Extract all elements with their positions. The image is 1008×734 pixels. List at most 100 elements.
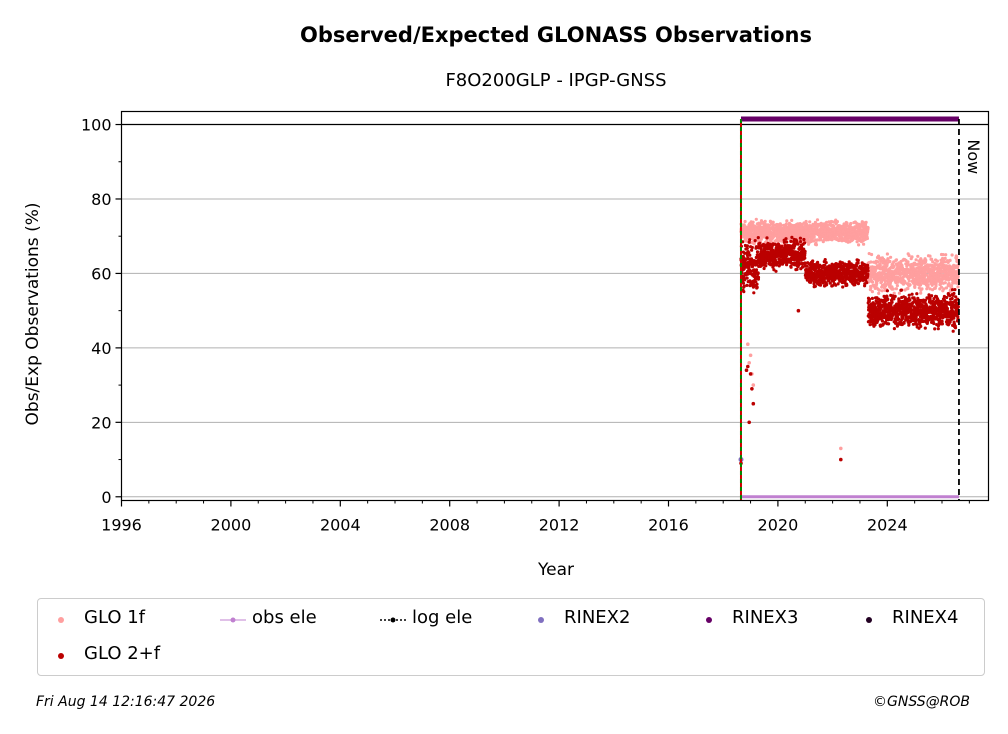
data-point xyxy=(811,259,815,263)
data-point xyxy=(900,263,904,268)
data-point xyxy=(891,287,895,291)
data-point xyxy=(780,244,784,249)
data-point xyxy=(748,238,752,242)
data-point xyxy=(836,282,840,286)
data-point xyxy=(756,236,760,240)
data-point xyxy=(897,291,902,295)
data-point xyxy=(907,279,911,283)
data-point xyxy=(869,285,873,290)
data-point xyxy=(765,239,769,243)
data-point xyxy=(830,238,834,242)
legend-item-glo1f: GLO 1f xyxy=(52,607,145,628)
data-point xyxy=(933,327,937,331)
data-point xyxy=(950,296,954,301)
data-point xyxy=(823,258,827,262)
data-point xyxy=(741,281,746,285)
data-point xyxy=(928,287,932,291)
data-point xyxy=(907,293,911,297)
data-point xyxy=(906,260,910,264)
data-point xyxy=(930,294,934,298)
data-point xyxy=(867,252,871,256)
data-point xyxy=(941,253,945,257)
data-point xyxy=(804,219,808,224)
data-point-outlier xyxy=(751,401,756,406)
data-point xyxy=(818,283,823,287)
data-point xyxy=(825,220,829,224)
y-tick-label: 20 xyxy=(91,413,111,432)
data-point xyxy=(745,244,750,248)
data-point xyxy=(856,258,860,262)
data-point xyxy=(928,297,932,301)
data-point xyxy=(936,327,940,331)
data-point xyxy=(866,269,870,273)
data-point xyxy=(763,219,767,223)
data-point xyxy=(865,236,870,241)
axes: 0 20 40 60 80 100 1996 2000 2004 2008 2012 2016 2020… xyxy=(81,116,970,535)
data-point xyxy=(746,257,750,261)
data-point xyxy=(928,254,932,258)
data-point xyxy=(916,254,920,258)
legend-marker-glo2f xyxy=(52,647,78,661)
x-tick-label: 2012 xyxy=(539,516,580,535)
data-point xyxy=(913,282,917,286)
data-point xyxy=(750,245,754,250)
data-point xyxy=(907,253,911,258)
data-point xyxy=(885,261,889,266)
data-point xyxy=(841,285,845,289)
data-point xyxy=(947,282,951,286)
data-point xyxy=(877,288,881,292)
data-point xyxy=(892,291,896,295)
data-point xyxy=(940,322,945,326)
now-label: Now xyxy=(964,139,983,174)
data-point xyxy=(857,243,861,247)
legend-item-log-ele: log ele xyxy=(380,607,472,628)
data-point xyxy=(914,258,918,262)
data-point xyxy=(892,264,896,268)
data-point xyxy=(927,293,931,297)
data-point xyxy=(885,289,890,293)
data-point-outlier xyxy=(746,364,750,369)
data-point xyxy=(866,263,870,267)
data-point xyxy=(908,283,912,287)
data-point xyxy=(750,248,754,252)
data-point xyxy=(915,323,919,327)
data-point xyxy=(943,256,947,260)
data-point xyxy=(941,256,945,261)
data-point xyxy=(869,260,873,264)
data-point xyxy=(892,327,897,331)
legend-label-log-ele: log ele xyxy=(412,607,473,628)
data-point xyxy=(885,252,890,256)
data-point xyxy=(832,224,836,228)
data-point xyxy=(901,316,905,320)
data-point xyxy=(752,291,756,295)
data-point xyxy=(942,287,946,291)
y-tick-label: 60 xyxy=(91,264,111,283)
data-point-outlier xyxy=(746,342,750,347)
data-point xyxy=(878,263,882,267)
legend-marker-obs-ele xyxy=(220,611,246,625)
x-tick-label: 2004 xyxy=(320,516,361,535)
data-point xyxy=(789,239,793,243)
data-point xyxy=(763,222,768,226)
data-point xyxy=(802,237,806,242)
data-point xyxy=(742,284,746,288)
chart-title: Observed/Expected GLONASS Observations xyxy=(300,23,812,47)
data-point xyxy=(939,285,944,289)
data-point xyxy=(950,253,954,257)
data-point xyxy=(956,305,960,309)
data-point xyxy=(910,255,914,259)
data-point xyxy=(950,288,955,292)
data-point xyxy=(759,237,764,241)
data-point xyxy=(906,287,910,291)
data-point xyxy=(903,281,907,285)
data-point xyxy=(948,300,953,304)
chart-subtitle: F8O200GLP - IPGP-GNSS xyxy=(445,70,666,91)
data-point xyxy=(785,219,789,223)
data-point-outlier xyxy=(750,387,754,391)
legend-item-rinex4: RINEX4 xyxy=(860,607,958,628)
data-point xyxy=(784,237,788,241)
data-point xyxy=(866,272,870,276)
legend-marker-rinex2 xyxy=(532,611,558,625)
data-point xyxy=(798,240,803,244)
data-point xyxy=(828,281,832,285)
